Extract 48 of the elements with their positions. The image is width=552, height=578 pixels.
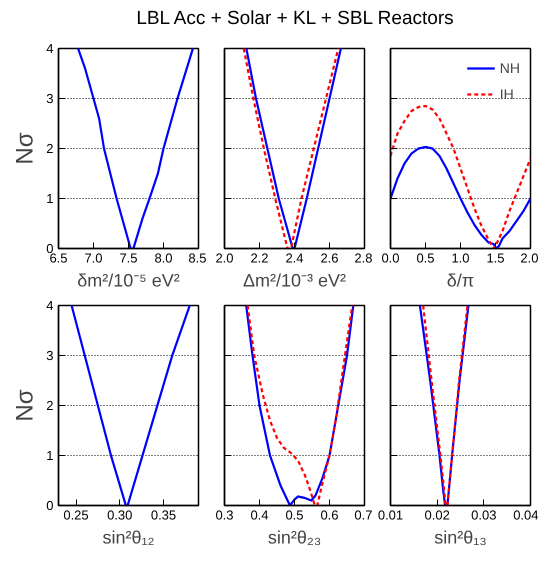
x-tick-label: 0.03 [471,508,496,522]
x-axis-title: δ/π [446,270,474,290]
x-tick-label: 0.4 [250,508,269,522]
x-tick-label: 2.2 [250,250,269,266]
x-tick-label: 1.5 [486,250,505,266]
x-tick-label: 0.25 [63,508,89,522]
x-tick-label: 2.8 [354,250,373,266]
x-tick-label: 7.0 [84,250,103,266]
x-tick-label: 2.0 [520,250,539,266]
legend-label: NH [500,60,520,76]
x-tick-label: 0.5 [285,508,304,522]
y-tick-label: 3 [46,348,54,363]
x-tick-label: 0.3 [215,508,234,522]
x-tick-label: 0.6 [320,508,339,522]
x-tick-label: 2.4 [285,250,304,266]
y-tick-label: 3 [46,91,54,106]
x-axis-title: sin²θ₁₂ [102,528,155,548]
y-tick-label: 2 [46,398,54,413]
y-tick-label: 0 [46,498,54,513]
y-axis-title: Nσ [11,389,38,422]
x-axis-title: sin²θ₂₃ [268,528,322,548]
line-series [70,306,191,506]
legend-label: IH [500,86,515,102]
x-axis-title: Δm²/10⁻³ eV² [242,270,346,290]
x-tick-label: 0.02 [424,508,450,522]
x-tick-label: 8.0 [154,250,173,266]
x-axis-title: sin²θ₁₃ [434,528,487,548]
x-tick-label: 0.7 [354,508,373,522]
x-tick-label: 0.30 [107,508,132,522]
x-tick-label: 8.5 [188,250,207,266]
x-tick-label: 0.5 [416,250,435,266]
y-tick-label: 4 [46,41,54,56]
x-tick-label: 0.0 [381,250,400,266]
text: LBL Acc + Solar + KL + SBL Reactors [136,7,454,31]
y-tick-label: 2 [46,141,54,156]
x-tick-label: 7.5 [119,250,138,266]
x-tick-label: 0.35 [150,508,176,522]
x-tick-label: 2.0 [215,250,234,266]
y-tick-label: 1 [46,448,54,463]
x-tick-label: 1.0 [451,250,470,266]
y-tick-label: 1 [46,191,54,206]
x-tick-label: 2.6 [320,250,339,266]
line-series [77,48,194,248]
y-axis-title: Nσ [11,132,38,165]
x-tick-label: 0.04 [513,508,539,522]
x-axis-title: δm²/10⁻⁵ eV² [77,270,180,290]
x-tick-label: 0.01 [378,508,404,522]
y-tick-label: 4 [46,298,54,313]
